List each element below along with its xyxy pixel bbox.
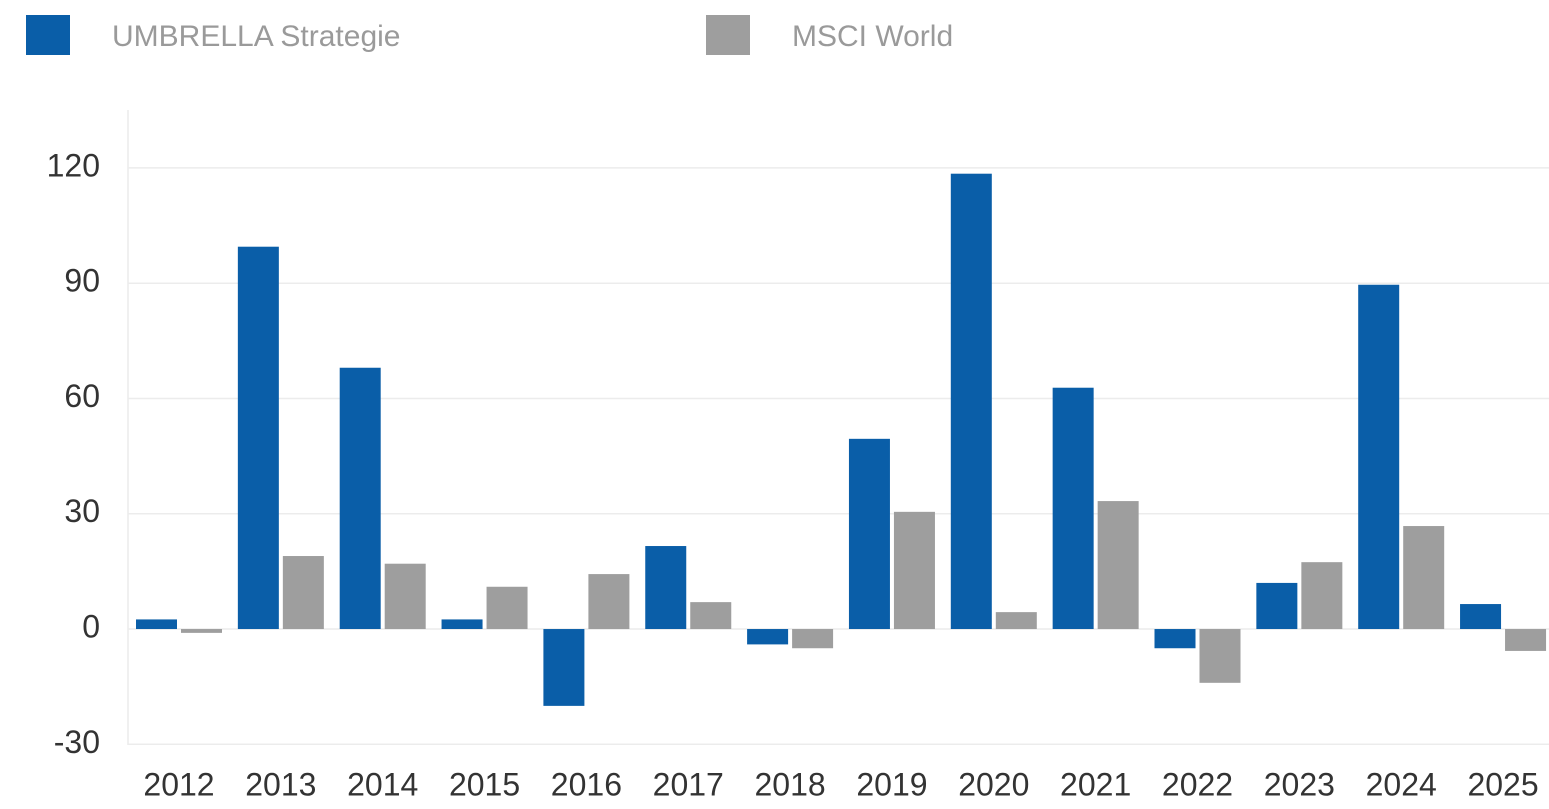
bar bbox=[1460, 604, 1502, 630]
bar bbox=[1301, 562, 1343, 630]
bar bbox=[1403, 526, 1445, 630]
bar bbox=[486, 586, 528, 630]
bar bbox=[588, 574, 630, 630]
bar bbox=[1256, 582, 1298, 630]
bar bbox=[848, 438, 890, 630]
y-tick-label: -30 bbox=[54, 724, 100, 760]
bar bbox=[1358, 284, 1400, 630]
legend-swatch bbox=[706, 15, 750, 55]
bar bbox=[1199, 629, 1241, 683]
legend-swatch bbox=[26, 15, 70, 55]
bar bbox=[384, 563, 426, 630]
x-tick-label: 2025 bbox=[1467, 766, 1538, 802]
bar bbox=[441, 619, 483, 630]
bar bbox=[747, 629, 789, 645]
x-tick-label: 2019 bbox=[856, 766, 927, 802]
bar bbox=[1097, 501, 1139, 630]
bar bbox=[181, 629, 222, 633]
x-tick-label: 2013 bbox=[245, 766, 316, 802]
bar bbox=[1052, 387, 1094, 630]
bar bbox=[1154, 629, 1196, 649]
y-tick-label: 0 bbox=[82, 608, 100, 644]
x-tick-label: 2017 bbox=[653, 766, 724, 802]
bar bbox=[690, 602, 732, 630]
x-tick-label: 2018 bbox=[755, 766, 826, 802]
x-tick-label: 2014 bbox=[347, 766, 418, 802]
x-tick-label: 2021 bbox=[1060, 766, 1131, 802]
bar bbox=[645, 546, 687, 630]
bar bbox=[1505, 629, 1547, 651]
y-tick-label: 90 bbox=[64, 263, 100, 299]
x-tick-label: 2016 bbox=[551, 766, 622, 802]
y-tick-label: 30 bbox=[64, 493, 100, 529]
x-tick-label: 2020 bbox=[958, 766, 1029, 802]
bar bbox=[792, 629, 834, 649]
x-tick-label: 2023 bbox=[1264, 766, 1335, 802]
bar bbox=[995, 612, 1037, 630]
x-tick-label: 2015 bbox=[449, 766, 520, 802]
bar bbox=[543, 629, 585, 706]
y-tick-label: 120 bbox=[47, 147, 100, 183]
x-tick-label: 2012 bbox=[143, 766, 214, 802]
legend-label: MSCI World bbox=[792, 20, 953, 53]
bar bbox=[893, 511, 935, 630]
bar bbox=[339, 367, 381, 630]
x-tick-label: 2022 bbox=[1162, 766, 1233, 802]
legend-label: UMBRELLA Strategie bbox=[112, 20, 400, 53]
bar bbox=[282, 556, 324, 630]
bar bbox=[950, 173, 992, 630]
x-tick-label: 2024 bbox=[1366, 766, 1437, 802]
bar bbox=[136, 619, 177, 630]
y-tick-label: 60 bbox=[64, 378, 100, 414]
bar bbox=[237, 246, 279, 630]
